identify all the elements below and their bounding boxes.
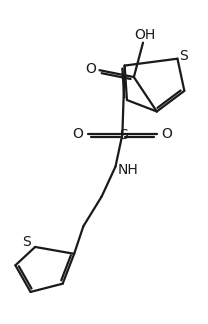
Text: O: O (86, 62, 97, 76)
Text: S: S (119, 128, 128, 142)
Text: OH: OH (135, 28, 156, 42)
Text: S: S (179, 49, 188, 64)
Text: NH: NH (118, 163, 139, 177)
Text: O: O (72, 127, 83, 142)
Text: O: O (161, 127, 172, 142)
Text: S: S (22, 235, 31, 249)
